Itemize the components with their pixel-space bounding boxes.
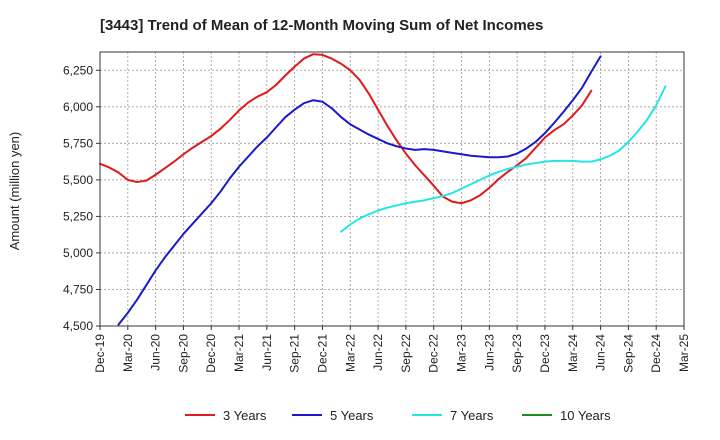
x-tick-label: Dec-20: [204, 334, 218, 373]
x-tick-label: Mar-20: [121, 334, 135, 372]
series-line-7-years: [340, 85, 667, 233]
y-tick-label: 4,750: [63, 282, 93, 296]
chart-title: [3443] Trend of Mean of 12-Month Moving …: [100, 17, 543, 34]
series-lines: [99, 53, 667, 326]
y-tick-label: 5,750: [63, 136, 93, 150]
x-tick-label: Sep-24: [621, 334, 635, 373]
y-axis-label: Amount (million yen): [7, 132, 22, 251]
y-tick-label: 4,500: [63, 319, 93, 333]
x-tick-label: Jun-24: [594, 334, 608, 371]
y-tick-label: 5,250: [63, 209, 93, 223]
legend: 3 Years 5 Years 7 Years 10 Years: [185, 408, 611, 423]
x-tick-label: Jun-21: [260, 334, 274, 371]
x-tick-label: Mar-21: [232, 334, 246, 372]
y-tick-label: 5,000: [63, 246, 93, 260]
x-tick-label: Jun-22: [371, 334, 385, 371]
plot-frame: [99, 51, 685, 327]
x-tick-label: Sep-20: [176, 334, 190, 373]
x-axis-ticks: Dec-19 Mar-20 Jun-20 Sep-20 Dec-20 Mar-21 Jun-…: [93, 326, 691, 373]
x-tick-label: Dec-24: [649, 334, 663, 373]
x-tick-label: Dec-22: [427, 334, 441, 373]
series-line-5-years: [117, 55, 602, 326]
y-tick-label: 6,000: [63, 100, 93, 114]
x-tick-label: Mar-25: [677, 334, 691, 372]
x-tick-label: Dec-19: [93, 334, 107, 373]
x-tick-label: Mar-23: [455, 334, 469, 372]
x-tick-label: Mar-24: [566, 334, 580, 372]
y-tick-label: 6,250: [63, 63, 93, 77]
legend-label: 3 Years: [223, 408, 267, 423]
x-tick-label: Sep-22: [399, 334, 413, 373]
x-tick-label: Dec-21: [315, 334, 329, 373]
x-tick-label: Jun-23: [482, 334, 496, 371]
plot-area: [100, 52, 684, 326]
legend-label: 7 Years: [450, 408, 494, 423]
legend-label: 5 Years: [330, 408, 374, 423]
y-axis-ticks: 4,500 4,750 5,000 5,250 5,500 5,750 6,000 6,250: [63, 63, 100, 333]
x-tick-label: Sep-21: [288, 334, 302, 373]
x-tick-label: Jun-20: [149, 334, 163, 371]
x-tick-label: Sep-23: [510, 334, 524, 373]
series-line-3-years: [99, 53, 593, 205]
x-tick-label: Dec-23: [538, 334, 552, 373]
legend-label: 10 Years: [560, 408, 611, 423]
y-tick-label: 5,500: [63, 173, 93, 187]
x-tick-label: Mar-22: [343, 334, 357, 372]
